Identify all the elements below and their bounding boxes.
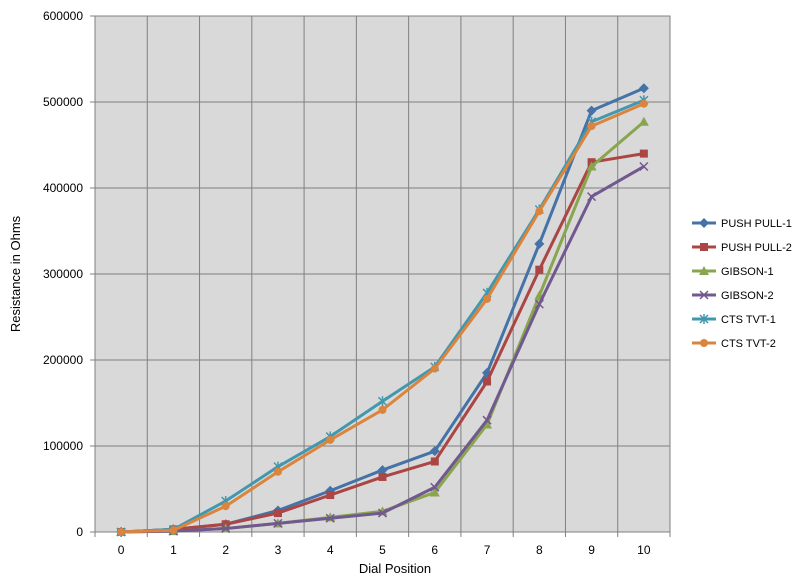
- data-point-push-pull-2: [430, 457, 439, 466]
- data-point-cts-tvt-2: [117, 528, 126, 536]
- data-point-gibson-2: [325, 513, 335, 523]
- data-point-cts-tvt-2: [430, 364, 439, 373]
- x-tick-label: 9: [588, 543, 595, 557]
- data-point-cts-tvt-2: [535, 207, 544, 216]
- data-point-gibson-1: [586, 161, 597, 171]
- data-point-push-pull-1: [429, 446, 440, 457]
- data-point-push-pull-2: [378, 472, 387, 481]
- y-tick-label: 300000: [43, 267, 83, 281]
- y-tick-label: 400000: [43, 181, 83, 195]
- x-tick-label: 5: [379, 543, 386, 557]
- data-point-push-pull-2: [535, 265, 544, 274]
- x-tick-label: 3: [275, 543, 282, 557]
- axes: [90, 15, 671, 537]
- data-point-push-pull-1: [586, 105, 597, 116]
- data-point-gibson-2: [639, 161, 649, 172]
- y-tick-label: 500000: [43, 95, 83, 109]
- data-point-cts-tvt-2: [326, 435, 335, 444]
- x-tick-label: 10: [637, 543, 651, 557]
- data-point-cts-tvt-1: [377, 396, 388, 407]
- data-point-cts-tvt-2: [273, 467, 282, 476]
- data-point-gibson-2: [273, 518, 283, 528]
- series-group: [116, 83, 649, 537]
- data-point-cts-tvt-2: [483, 294, 492, 303]
- legend-label: GIBSON-1: [721, 266, 774, 278]
- data-point-gibson-2: [221, 524, 231, 534]
- x-tick-label: 2: [222, 543, 229, 557]
- legend-swatch-marker: [699, 314, 709, 324]
- data-point-cts-tvt-2: [378, 405, 387, 414]
- x-tick-label: 6: [431, 543, 438, 557]
- data-point-gibson-2: [587, 192, 597, 202]
- legend-swatch-marker: [700, 339, 708, 347]
- legend-item-push-pull-2: PUSH PULL-2: [692, 242, 792, 254]
- x-tick-label: 1: [170, 543, 177, 557]
- legend-item-cts-tvt-2: CTS TVT-2: [692, 338, 776, 350]
- data-point-push-pull-1: [638, 83, 649, 94]
- x-tick-label: 8: [536, 543, 543, 557]
- data-point-gibson-1: [429, 487, 440, 497]
- legend: PUSH PULL-1 PUSH PULL-2 GIBSON-1 GIBSON-2 CT…: [692, 218, 792, 350]
- legend-label: PUSH PULL-2: [721, 242, 792, 254]
- y-tick-label: 600000: [43, 9, 83, 23]
- data-point-gibson-1: [638, 116, 649, 126]
- legend-label: GIBSON-2: [721, 290, 774, 302]
- y-axis-title: Resistance in Ohms: [8, 215, 23, 332]
- data-point-push-pull-2: [483, 377, 492, 386]
- legend-label: CTS TVT-2: [721, 338, 776, 350]
- y-tick-label: 0: [76, 525, 83, 539]
- data-point-cts-tvt-2: [639, 99, 648, 108]
- y-tick-label: 100000: [43, 439, 83, 453]
- x-tick-label: 0: [118, 543, 125, 557]
- legend-item-cts-tvt-1: CTS TVT-1: [692, 314, 776, 326]
- legend-swatch-marker: [699, 266, 709, 275]
- data-point-gibson-2: [377, 508, 388, 518]
- legend-swatch-marker: [699, 290, 709, 300]
- data-point-gibson-2: [482, 415, 492, 425]
- legend-swatch-marker: [700, 243, 708, 251]
- x-axis-title: Dial Position: [359, 561, 431, 576]
- x-tick-label: 7: [484, 543, 491, 557]
- data-point-gibson-2: [534, 299, 544, 309]
- legend-item-gibson-1: GIBSON-1: [692, 266, 774, 278]
- data-point-cts-tvt-2: [587, 122, 596, 131]
- series-cts-tvt-2: [117, 99, 648, 536]
- legend-swatch-marker: [699, 218, 709, 228]
- tick-labels: 0 100000 200000 300000 400000 500000 600000 0 1 2…: [43, 9, 651, 557]
- data-point-cts-tvt-2: [221, 502, 230, 511]
- data-point-push-pull-1: [534, 238, 545, 249]
- data-point-push-pull-1: [377, 465, 388, 476]
- legend-item-push-pull-1: PUSH PULL-1: [692, 218, 792, 230]
- y-tick-label: 200000: [43, 353, 83, 367]
- data-point-push-pull-2: [326, 491, 335, 500]
- data-point-cts-tvt-2: [169, 526, 178, 535]
- legend-label: PUSH PULL-1: [721, 218, 792, 230]
- data-point-gibson-2: [430, 482, 440, 492]
- data-point-push-pull-2: [639, 149, 648, 158]
- data-point-push-pull-2: [273, 509, 282, 518]
- legend-item-gibson-2: GIBSON-2: [692, 290, 774, 302]
- x-tick-label: 4: [327, 543, 334, 557]
- legend-label: CTS TVT-1: [721, 314, 776, 326]
- data-point-gibson-1: [482, 419, 493, 429]
